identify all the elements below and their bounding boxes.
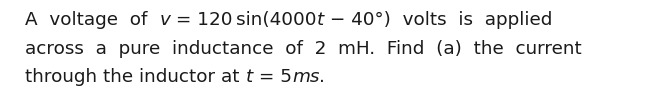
Text: A  voltage  of: A voltage of: [25, 11, 159, 29]
Text: across  a  pure  inductance  of  2  mH.  Find  (a)  the  current: across a pure inductance of 2 mH. Find (…: [25, 40, 582, 58]
Text: t: t: [317, 11, 324, 29]
Text: ms: ms: [292, 68, 320, 86]
Text: = 120 sin(4000: = 120 sin(4000: [170, 11, 317, 29]
Text: t: t: [246, 68, 253, 86]
Text: .: .: [320, 68, 325, 86]
Text: = 5: = 5: [253, 68, 292, 86]
Text: through the inductor at: through the inductor at: [25, 68, 246, 86]
Text: v: v: [159, 11, 170, 29]
Text: − 40°)  volts  is  applied: − 40°) volts is applied: [324, 11, 552, 29]
